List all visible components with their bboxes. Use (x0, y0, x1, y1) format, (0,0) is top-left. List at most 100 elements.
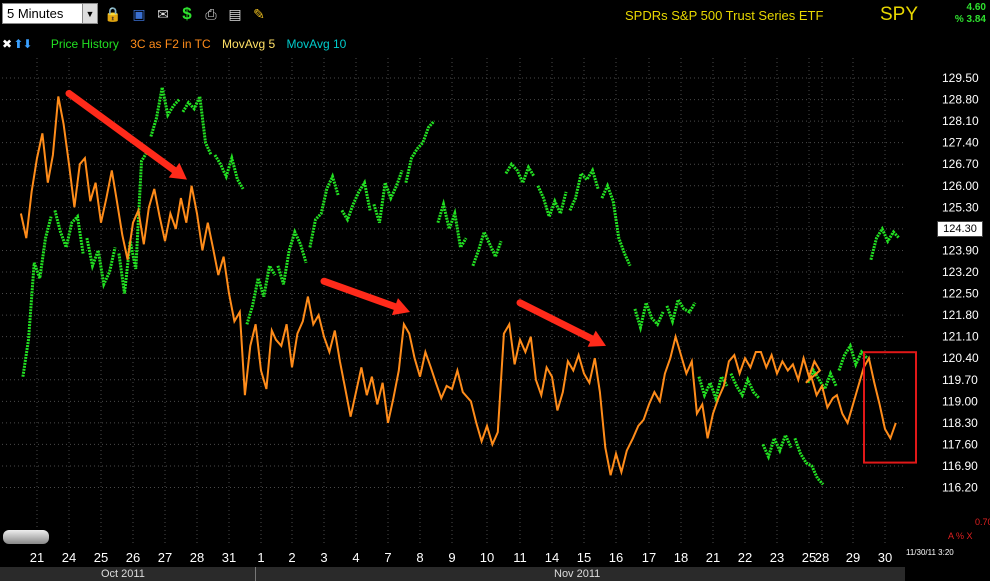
y-tick-label: 118.30 (942, 416, 978, 430)
symbol: SPY (880, 4, 919, 25)
x-tick-label: 7 (384, 550, 391, 565)
x-tick-label: 11 (513, 550, 527, 565)
price-history-series (21, 87, 901, 486)
x-tick-label: 14 (545, 550, 559, 565)
price-segment (117, 151, 149, 294)
legend: ✖ ⬆⬇ Price History 3C as F2 in TC MovAvg… (2, 37, 354, 51)
interval-select[interactable]: 5 Minutes ▼ (2, 3, 98, 24)
x-tick-label: 31 (222, 550, 236, 565)
y-tick-label: 116.20 (942, 481, 978, 495)
x-tick-label: 1 (257, 550, 264, 565)
pencil-icon[interactable]: ✎ (253, 5, 265, 22)
price-segment (149, 87, 181, 137)
arrow-shaft (65, 89, 178, 174)
price-chart[interactable]: 129.50 128.80 128.10 127.40 126.70 126.00 125.… (0, 30, 990, 567)
price-segment (85, 237, 117, 290)
x-tick-label: 30 (878, 550, 892, 565)
y-tick-label: 119.70 (942, 373, 978, 387)
dollar-icon[interactable]: $ (182, 4, 192, 23)
indicator-line (19, 96, 897, 476)
price-segment (568, 166, 600, 212)
save-icon[interactable]: ▣ (132, 5, 146, 22)
y-tick-label: 126.00 (942, 179, 979, 193)
y-tick-label: 119.00 (942, 394, 978, 408)
arrow-head (391, 298, 410, 316)
y-tick-label: 128.10 (942, 114, 979, 128)
grid (2, 58, 905, 544)
price-segment (665, 295, 697, 327)
indicator-value: 0.70 (975, 517, 990, 527)
y-tick-label: 116.90 (942, 459, 978, 473)
price-segment (471, 227, 503, 267)
price-segment (869, 225, 901, 261)
price-segment (308, 172, 340, 248)
price-segment (181, 91, 213, 156)
x-tick-label: 8 (416, 550, 423, 565)
price-segment (536, 185, 568, 222)
scroll-arrows-icon[interactable]: ✖ ⬆⬇ (2, 37, 33, 51)
price-segment (633, 297, 665, 334)
lock-icon[interactable]: 🔒 (104, 5, 122, 22)
scroll-handle[interactable] (3, 530, 49, 544)
price-segment (340, 178, 372, 224)
price-segment (245, 261, 277, 325)
month-label-nov: Nov 2011 (554, 568, 601, 580)
timestamp: 11/30/11 3:20 (906, 548, 954, 557)
price-segment (837, 342, 869, 372)
price-segment (372, 169, 404, 224)
interval-label: 5 Minutes (7, 6, 64, 21)
legend-ma10[interactable]: MovAvg 10 (286, 37, 347, 51)
price-segment (436, 198, 468, 252)
x-tick-label: 28 (815, 550, 829, 565)
y-tick-label: 127.40 (942, 136, 979, 150)
price-segment (600, 181, 632, 267)
price-segment (504, 161, 536, 187)
y-axis: 129.50 128.80 128.10 127.40 126.70 126.00 125.… (942, 71, 979, 495)
x-tick-label: 18 (674, 550, 688, 565)
price-change-pct: % 3.84 (954, 14, 986, 25)
price-segment (404, 120, 436, 184)
price-segment (793, 437, 825, 486)
y-tick-label: 117.60 (942, 437, 978, 451)
x-tick-label: 22 (738, 550, 752, 565)
x-tick-label: 23 (770, 550, 784, 565)
annotation-arrow (516, 299, 606, 347)
y-tick-label: 129.50 (942, 71, 979, 85)
print-icon[interactable]: ⎙ (205, 5, 217, 22)
price-segment (21, 216, 53, 377)
price-segment (761, 431, 793, 461)
mail-icon[interactable]: ✉ (157, 5, 169, 22)
x-tick-label: 17 (642, 550, 656, 565)
month-label-oct: Oct 2011 (101, 568, 145, 580)
month-bar (0, 567, 905, 581)
annotations (65, 89, 917, 464)
arrow-head (168, 162, 187, 180)
x-tick-label: 16 (609, 550, 623, 565)
price-segment (729, 372, 761, 400)
y-tick-label: 125.30 (942, 200, 979, 214)
x-tick-label: 21 (30, 550, 44, 565)
annotation-arrow (65, 89, 187, 180)
x-tick-label: 9 (448, 550, 455, 565)
chevron-down-icon[interactable]: ▼ (82, 4, 97, 23)
arrow-shaft (320, 277, 399, 311)
price-segment (213, 152, 245, 190)
x-tick-label: 25 (802, 550, 816, 565)
annotation-arrow (320, 277, 410, 316)
x-tick-label: 26 (126, 550, 140, 565)
price-change: 4.60 (966, 2, 986, 13)
legend-indicator[interactable]: 3C as F2 in TC (130, 37, 211, 51)
x-tick-label: 15 (577, 550, 591, 565)
legend-price[interactable]: Price History (50, 37, 119, 51)
y-tick-label: 120.40 (942, 351, 979, 365)
x-tick-label: 24 (62, 550, 76, 565)
arrow-head (587, 330, 606, 347)
footer-icons[interactable]: A % X (948, 531, 973, 541)
legend-ma5[interactable]: MovAvg 5 (222, 37, 276, 51)
toolbar: 5 Minutes ▼ 🔒 ▣ ✉ $ ⎙ ▤ ✎ SPDRs S&P 500 … (0, 0, 990, 30)
x-tick-label: 4 (352, 550, 359, 565)
keyboard-icon[interactable]: ▤ (228, 5, 242, 22)
month-divider (255, 567, 256, 581)
price-segment (276, 227, 308, 285)
x-tick-label: 29 (846, 550, 860, 565)
